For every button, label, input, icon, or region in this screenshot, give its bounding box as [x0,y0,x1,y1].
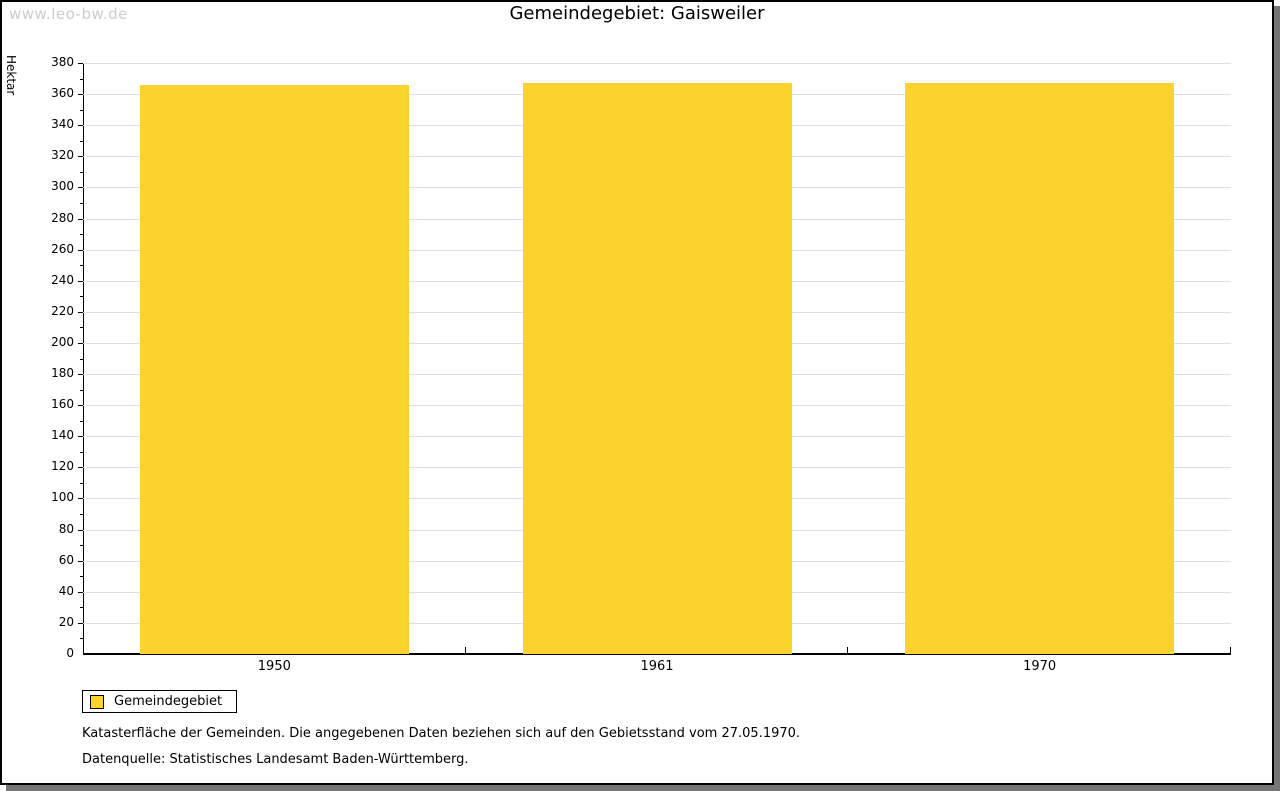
y-minor-tick-50 [80,576,83,578]
y-minor-tick-290 [80,202,83,204]
y-minor-tick-130 [80,451,83,453]
y-major-tick-40 [78,591,83,593]
y-minor-tick-110 [80,482,83,484]
y-tick-label-200: 200 [51,334,74,349]
y-tick-label-100: 100 [51,490,74,505]
y-minor-tick-190 [80,358,83,360]
y-minor-tick-230 [80,296,83,298]
y-major-tick-80 [78,529,83,531]
y-minor-tick-350 [80,109,83,111]
x-tick-label-1970: 1970 [1023,659,1057,674]
y-major-tick-60 [78,560,83,562]
x-tick-label-1950: 1950 [257,659,291,674]
caption-data-source: Datenquelle: Statistisches Landesamt Bad… [82,752,469,767]
y-major-tick-140 [78,436,83,438]
y-tick-label-260: 260 [51,241,74,256]
y-axis-line [83,63,84,654]
y-minor-tick-250 [80,265,83,267]
y-tick-label-40: 40 [58,583,74,598]
x-axis-line [83,653,1231,655]
x-tick-label-1961: 1961 [640,659,674,674]
y-tick-label-180: 180 [51,366,74,381]
bar-chart: 0 20 40 60 80 100 120 140 160 180 200 220 240 260 280 3… [2,2,1272,783]
y-major-tick-220 [78,311,83,313]
y-tick-label-0: 0 [66,646,74,660]
y-tick-label-380: 380 [51,55,74,69]
y-minor-tick-90 [80,514,83,516]
gridline-380 [83,63,1231,64]
y-tick-label-140: 140 [51,428,74,443]
y-minor-tick-170 [80,389,83,391]
y-tick-label-220: 220 [51,303,74,318]
y-major-tick-180 [78,374,83,376]
y-major-tick-200 [78,342,83,344]
y-major-tick-300 [78,187,83,189]
y-tick-label-340: 340 [51,117,74,132]
x-boundary-tick-2 [847,647,849,654]
y-minor-tick-210 [80,327,83,329]
y-tick-label-160: 160 [51,397,74,412]
y-major-tick-20 [78,622,83,624]
y-tick-label-60: 60 [58,552,74,567]
y-tick-label-80: 80 [58,521,74,536]
y-major-tick-320 [78,156,83,158]
bar-1970 [905,83,1175,654]
bar-1961 [522,83,792,654]
y-major-tick-240 [78,280,83,282]
y-minor-tick-330 [80,140,83,142]
plot-area [78,63,1231,655]
y-axis-title: Hektar [4,55,18,96]
bar-1950 [139,84,409,654]
y-tick-label-20: 20 [58,614,74,629]
y-minor-tick-370 [80,78,83,80]
legend-swatch [90,694,104,709]
y-minor-tick-30 [80,607,83,609]
y-major-tick-120 [78,467,83,469]
y-tick-label-320: 320 [51,148,74,163]
y-major-tick-260 [78,249,83,251]
y-minor-tick-270 [80,234,83,236]
y-major-tick-160 [78,405,83,407]
x-boundary-tick-3 [1230,647,1231,654]
y-tick-label-240: 240 [51,272,74,287]
y-minor-tick-150 [80,420,83,422]
y-major-tick-280 [78,218,83,220]
y-minor-tick-70 [80,545,83,547]
y-tick-label-120: 120 [51,459,74,474]
caption-source-note: Katasterfläche der Gemeinden. Die angege… [82,726,801,741]
y-major-tick-380 [78,63,83,64]
y-major-tick-340 [78,125,83,127]
y-tick-label-300: 300 [51,179,74,194]
y-minor-tick-10 [80,638,83,640]
legend-label: Gemeindegebiet [114,694,223,709]
legend: Gemeindegebiet [82,690,238,713]
y-minor-tick-310 [80,171,83,173]
watermark-url: www.leo-bw.de [9,5,128,23]
y-tick-label-360: 360 [51,86,74,101]
x-boundary-tick-1 [464,647,466,654]
y-tick-label-280: 280 [51,210,74,225]
y-major-tick-100 [78,498,83,500]
y-major-tick-360 [78,94,83,96]
chart-title: Gemeindegebiet: Gaisweiler [509,3,765,24]
